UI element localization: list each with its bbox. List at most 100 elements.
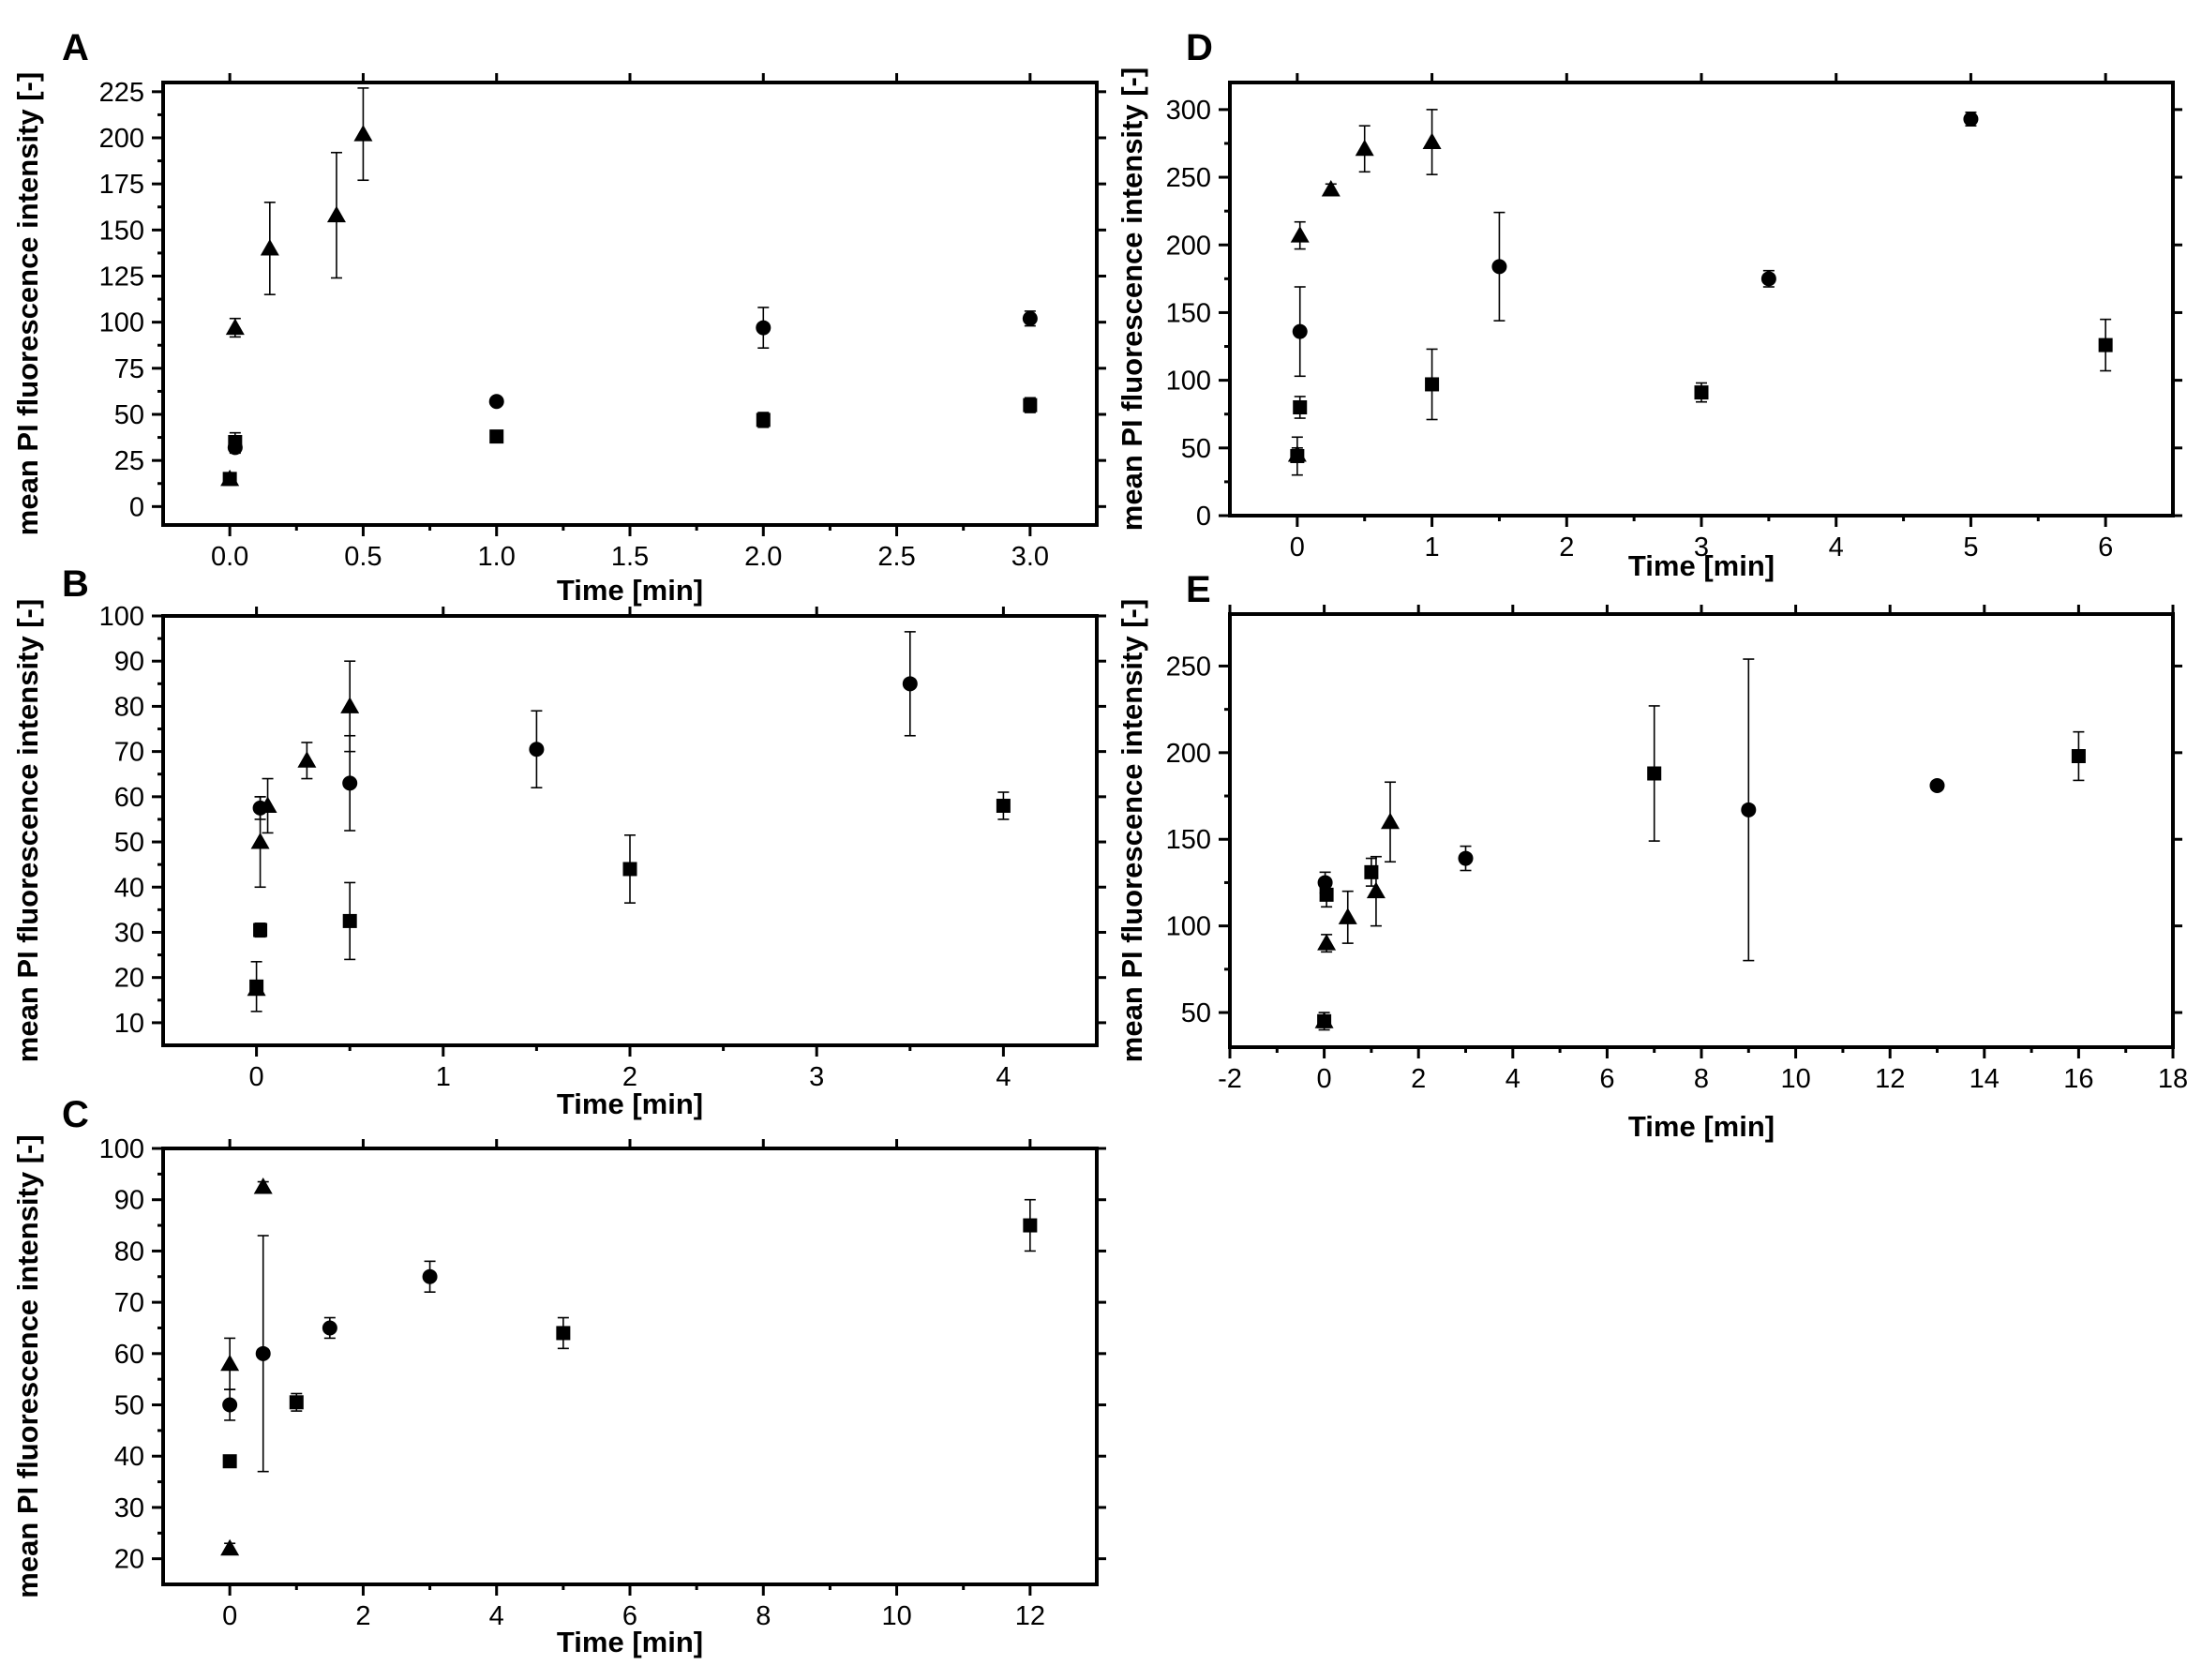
x-tick-label: 0	[222, 1601, 237, 1631]
panel-c: C 0 2 4 6 8 10 12 20 30 40 50 60 70 80 90 100 Time [min] m…	[11, 1094, 1106, 1658]
data-point-triangle	[1321, 180, 1341, 197]
x-tick-label: 16	[2063, 1064, 2093, 1094]
data-point-square	[556, 1326, 571, 1341]
panel-letter: C	[62, 1094, 89, 1135]
x-tick-label: 2.5	[877, 542, 915, 572]
data-point-square	[2098, 338, 2113, 352]
y-tick-label: 50	[1181, 998, 1211, 1028]
panel-a: A 0.0 0.5 1.0 1.5 2.0 2.5 3.0 0 25 50 75 100 125 150 17…	[11, 27, 1106, 607]
y-tick-label: 80	[114, 1237, 144, 1267]
x-tick-label: -2	[1218, 1064, 1242, 1094]
series-square	[222, 397, 1038, 487]
x-tick-label: 2	[1559, 532, 1574, 562]
y-tick-label: 50	[114, 400, 144, 430]
panel-letter: D	[1186, 27, 1213, 68]
x-tick-label: 18	[2158, 1064, 2187, 1094]
x-tick-label: 12	[1015, 1601, 1045, 1631]
data-point-square	[756, 412, 771, 428]
data-point-triangle	[340, 697, 360, 713]
data-point-triangle	[1366, 881, 1386, 899]
series-triangle	[1314, 781, 1401, 1028]
y-tick-label: 225	[99, 78, 144, 108]
data-point-square	[1293, 400, 1308, 414]
y-tick-label: 100	[1166, 912, 1211, 942]
panel-letter: B	[62, 563, 89, 605]
x-axis-label: Time [min]	[557, 1088, 703, 1120]
data-point-square	[1023, 398, 1038, 412]
y-tick-label: 60	[114, 783, 144, 813]
y-axis-label: mean PI fluorescence intensity [-]	[1116, 599, 1148, 1062]
panel-d: D 0 1 2 3 4 5 6 0 50 100 150 200 250 300 Time [min] mean…	[1116, 27, 2182, 582]
y-tick-label: 40	[114, 1442, 144, 1472]
data-point-triangle	[297, 751, 317, 768]
data-point-square	[342, 913, 357, 928]
data-point-triangle	[1317, 934, 1337, 951]
plot-frame	[161, 81, 1099, 527]
y-tick-label: 100	[99, 308, 144, 338]
plot-frame	[161, 614, 1099, 1047]
plot-frame	[161, 1147, 1099, 1586]
y-tick-label: 0	[1196, 502, 1211, 532]
y-axis-label: mean PI fluorescence intensity [-]	[11, 599, 44, 1062]
x-tick-label: 4	[1505, 1064, 1520, 1094]
x-tick-label: 8	[756, 1601, 771, 1631]
x-tick-label: 6	[2098, 532, 2113, 562]
y-tick-label: 40	[114, 873, 144, 903]
series-triangle	[220, 87, 373, 487]
x-tick-label: 6	[622, 1601, 637, 1631]
panel-letter: A	[62, 27, 89, 68]
y-axis-label: mean PI fluorescence intensity [-]	[11, 1134, 44, 1598]
data-point-square	[622, 862, 637, 877]
y-tick-label: 60	[114, 1340, 144, 1370]
data-point-circle	[342, 775, 358, 791]
y-tick-label: 200	[1166, 231, 1211, 261]
series-circle	[1317, 658, 1945, 962]
y-tick-label: 200	[1166, 739, 1211, 769]
x-tick-label: 14	[1970, 1064, 2000, 1094]
series-square	[222, 1198, 1038, 1469]
data-point-triangle	[326, 205, 346, 223]
data-point-square	[1319, 887, 1334, 902]
x-tick-label: 5	[1963, 532, 1978, 562]
y-tick-label: 250	[1166, 163, 1211, 193]
series-triangle	[247, 660, 360, 997]
x-tick-label: 2	[1411, 1064, 1426, 1094]
x-tick-label: 1.5	[611, 542, 649, 572]
y-tick-label: 150	[1166, 298, 1211, 328]
plot-frame	[1228, 612, 2175, 1049]
x-axis-label: Time [min]	[1628, 549, 1775, 582]
data-point-triangle	[220, 1354, 240, 1372]
y-tick-label: 70	[114, 1288, 144, 1318]
series-square	[249, 791, 1011, 1012]
y-tick-label: 250	[1166, 652, 1211, 682]
data-point-triangle	[1381, 812, 1401, 830]
y-tick-label: 80	[114, 692, 144, 722]
y-tick-label: 200	[99, 124, 144, 154]
y-tick-label: 125	[99, 262, 144, 292]
data-point-circle	[1741, 802, 1757, 818]
data-point-circle	[488, 394, 504, 410]
data-point-square	[222, 1454, 237, 1469]
y-tick-label: 25	[114, 446, 144, 476]
x-tick-label: 4	[489, 1601, 504, 1631]
data-point-circle	[1963, 111, 1979, 127]
x-tick-label: 0.0	[211, 542, 248, 572]
data-point-triangle	[260, 239, 279, 256]
data-point-triangle	[258, 796, 277, 813]
series-circle	[222, 1235, 438, 1473]
data-point-circle	[1929, 777, 1945, 793]
y-tick-label: 50	[114, 828, 144, 858]
data-point-circle	[902, 676, 918, 692]
y-axis-label: mean PI fluorescence intensity [-]	[1116, 68, 1148, 531]
y-tick-label: 90	[114, 1186, 144, 1216]
data-point-triangle	[253, 1178, 273, 1194]
data-point-triangle	[1290, 226, 1310, 243]
series-triangle	[220, 1178, 273, 1556]
data-point-triangle	[1422, 132, 1442, 150]
data-point-circle	[529, 742, 545, 758]
panel-letter: E	[1186, 569, 1211, 610]
x-tick-label: 1	[436, 1062, 451, 1092]
x-tick-label: 4	[996, 1062, 1011, 1092]
data-point-circle	[422, 1268, 438, 1284]
x-axis-label: Time [min]	[1628, 1110, 1775, 1143]
